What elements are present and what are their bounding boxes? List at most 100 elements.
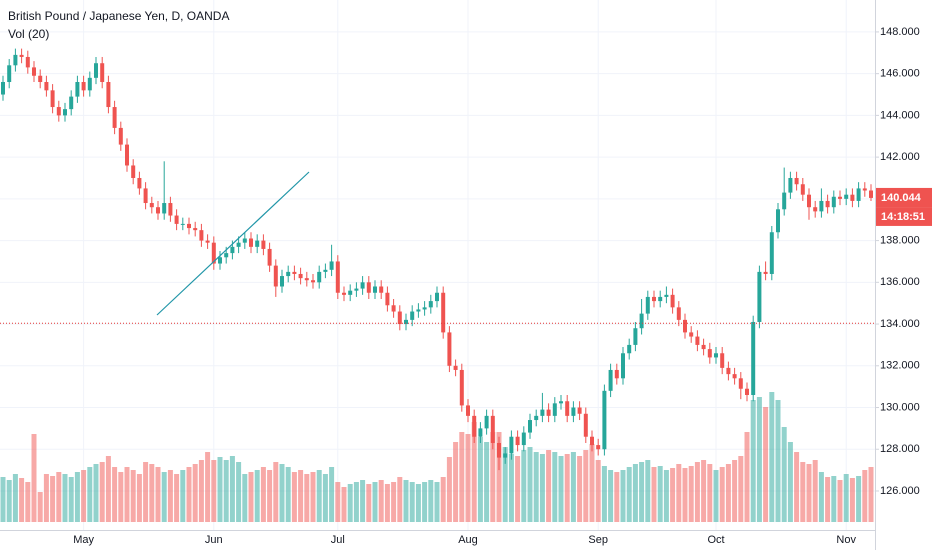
volume-bar <box>112 467 118 522</box>
volume-bar <box>211 460 217 522</box>
candle-body <box>540 409 545 416</box>
volume-bar <box>856 476 862 522</box>
volume-bar <box>254 470 260 522</box>
countdown-box <box>876 207 932 226</box>
candle-body <box>416 309 421 312</box>
candle-body <box>763 271 768 274</box>
volume-bar <box>657 466 663 522</box>
y-tick-label: 148.000 <box>880 26 920 38</box>
candle-body <box>732 374 737 379</box>
candle-body <box>559 401 563 404</box>
y-tick-label: 138.000 <box>880 234 920 246</box>
y-tick-label: 136.000 <box>880 276 920 288</box>
candle-body <box>118 127 123 145</box>
candle-body <box>614 369 619 379</box>
volume-bar <box>242 474 248 522</box>
candle-body <box>435 292 439 302</box>
volume-bar <box>360 480 366 522</box>
candle-body <box>25 56 30 68</box>
candle-body <box>342 292 346 295</box>
candle-body <box>652 296 656 302</box>
candle-body <box>32 67 36 76</box>
candle-body <box>348 290 353 295</box>
volume-bar <box>6 480 12 522</box>
candle-body <box>714 353 718 358</box>
volume-bar <box>533 452 539 522</box>
candle-body <box>199 230 204 241</box>
candle-body <box>670 294 675 308</box>
candle-body <box>75 82 80 97</box>
candle-body <box>7 65 12 83</box>
volume-bar <box>322 474 328 522</box>
candle-body <box>676 307 681 320</box>
volume-bar <box>155 467 161 522</box>
volume-bar <box>391 482 397 522</box>
countdown-label: 14:18:51 <box>881 211 925 223</box>
candle-body <box>577 407 582 414</box>
candle-body <box>236 242 241 247</box>
candle-body <box>311 280 315 283</box>
volume-bar <box>167 470 173 522</box>
volume-bar <box>149 464 155 522</box>
candle-body <box>844 194 849 199</box>
candle-body <box>484 415 489 429</box>
volume-bar <box>608 470 614 522</box>
volume-bar <box>353 482 359 522</box>
volume-bar <box>459 432 465 522</box>
candle-body <box>323 269 328 272</box>
x-tick-label: Sep <box>588 534 608 546</box>
candle-body <box>81 82 86 91</box>
candle-body <box>56 107 61 116</box>
volume-bar <box>862 470 868 522</box>
candle-body <box>788 177 793 193</box>
volume-bar <box>552 452 558 522</box>
candle-body <box>100 63 105 83</box>
volume-bar <box>477 437 483 522</box>
volume-bar <box>409 482 415 522</box>
candle-body <box>149 203 154 208</box>
y-tick-label: 126.000 <box>880 485 920 497</box>
volume-bar <box>316 470 322 522</box>
candle-body <box>379 286 384 293</box>
candle-body <box>422 307 427 310</box>
trend-line[interactable] <box>156 171 310 316</box>
volume-bar <box>74 472 80 522</box>
volume-bar <box>527 447 533 522</box>
y-tick-label: 130.000 <box>880 401 920 413</box>
candle-body <box>180 223 185 225</box>
candle-body <box>112 107 117 128</box>
volume-bar <box>471 422 477 522</box>
y-tick-label: 134.000 <box>880 318 920 330</box>
candle-body <box>645 296 650 314</box>
candle-body <box>639 313 644 329</box>
volume-bar <box>868 467 874 522</box>
volume-bar <box>570 452 576 522</box>
candle-body <box>738 378 743 389</box>
volume-bar <box>397 477 403 522</box>
volume-bar <box>310 472 316 522</box>
volume-bar <box>831 476 837 522</box>
volume-bar <box>87 467 93 522</box>
volume-bar <box>56 472 62 522</box>
candle-body <box>757 271 762 322</box>
volume-bar <box>763 407 769 522</box>
volume-bar <box>285 467 291 522</box>
volume-bar <box>849 478 855 522</box>
volume-bar <box>143 462 149 522</box>
candle-body <box>1 82 5 95</box>
candle-body <box>44 82 49 91</box>
volume-bar <box>502 447 508 522</box>
volume-bar <box>725 464 731 522</box>
candle-body <box>335 261 340 293</box>
candle-body <box>193 228 198 231</box>
volume-bar <box>68 477 74 522</box>
volume-bar <box>756 397 762 522</box>
candle-body <box>218 257 222 264</box>
volume-bar <box>372 482 378 522</box>
volume-bar <box>806 464 812 522</box>
candle-body <box>745 388 749 395</box>
candle-body <box>317 271 322 283</box>
candle-body <box>261 240 266 249</box>
candle-body <box>453 365 458 370</box>
